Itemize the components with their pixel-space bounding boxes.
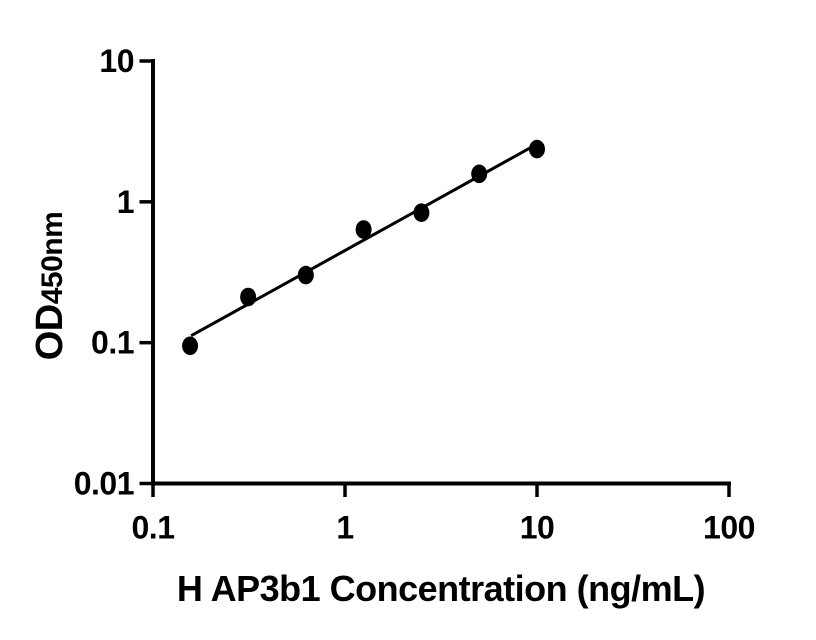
data-point: [471, 164, 488, 184]
y-tick-label: 0.1: [91, 325, 134, 361]
y-axis-title-subscript: 450nm: [36, 212, 69, 305]
x-tick-label: 100: [703, 510, 755, 546]
data-point: [355, 220, 372, 239]
data-points-layer: [182, 139, 545, 356]
data-point: [297, 265, 314, 285]
data-point: [529, 139, 545, 159]
y-tick-label: 1: [117, 184, 134, 220]
y-tick-label: 0.01: [74, 466, 134, 502]
data-point: [413, 203, 430, 223]
tick-labels-layer: 0.1 1 10 100 0.01 0.1 1 10: [74, 43, 756, 546]
x-axis-title: H AP3b1 Concentration (ng/mL): [177, 568, 705, 609]
x-tick-label: 10: [520, 510, 555, 546]
y-axis-title: OD450nm: [29, 212, 71, 361]
data-point: [182, 336, 199, 356]
axes-layer: [139, 59, 731, 497]
y-tick-label: 10: [99, 43, 134, 79]
x-tick-label: 1: [336, 510, 353, 546]
y-axis-title-main: OD: [29, 304, 71, 360]
data-point: [240, 287, 257, 307]
x-tick-label: 0.1: [132, 510, 175, 546]
